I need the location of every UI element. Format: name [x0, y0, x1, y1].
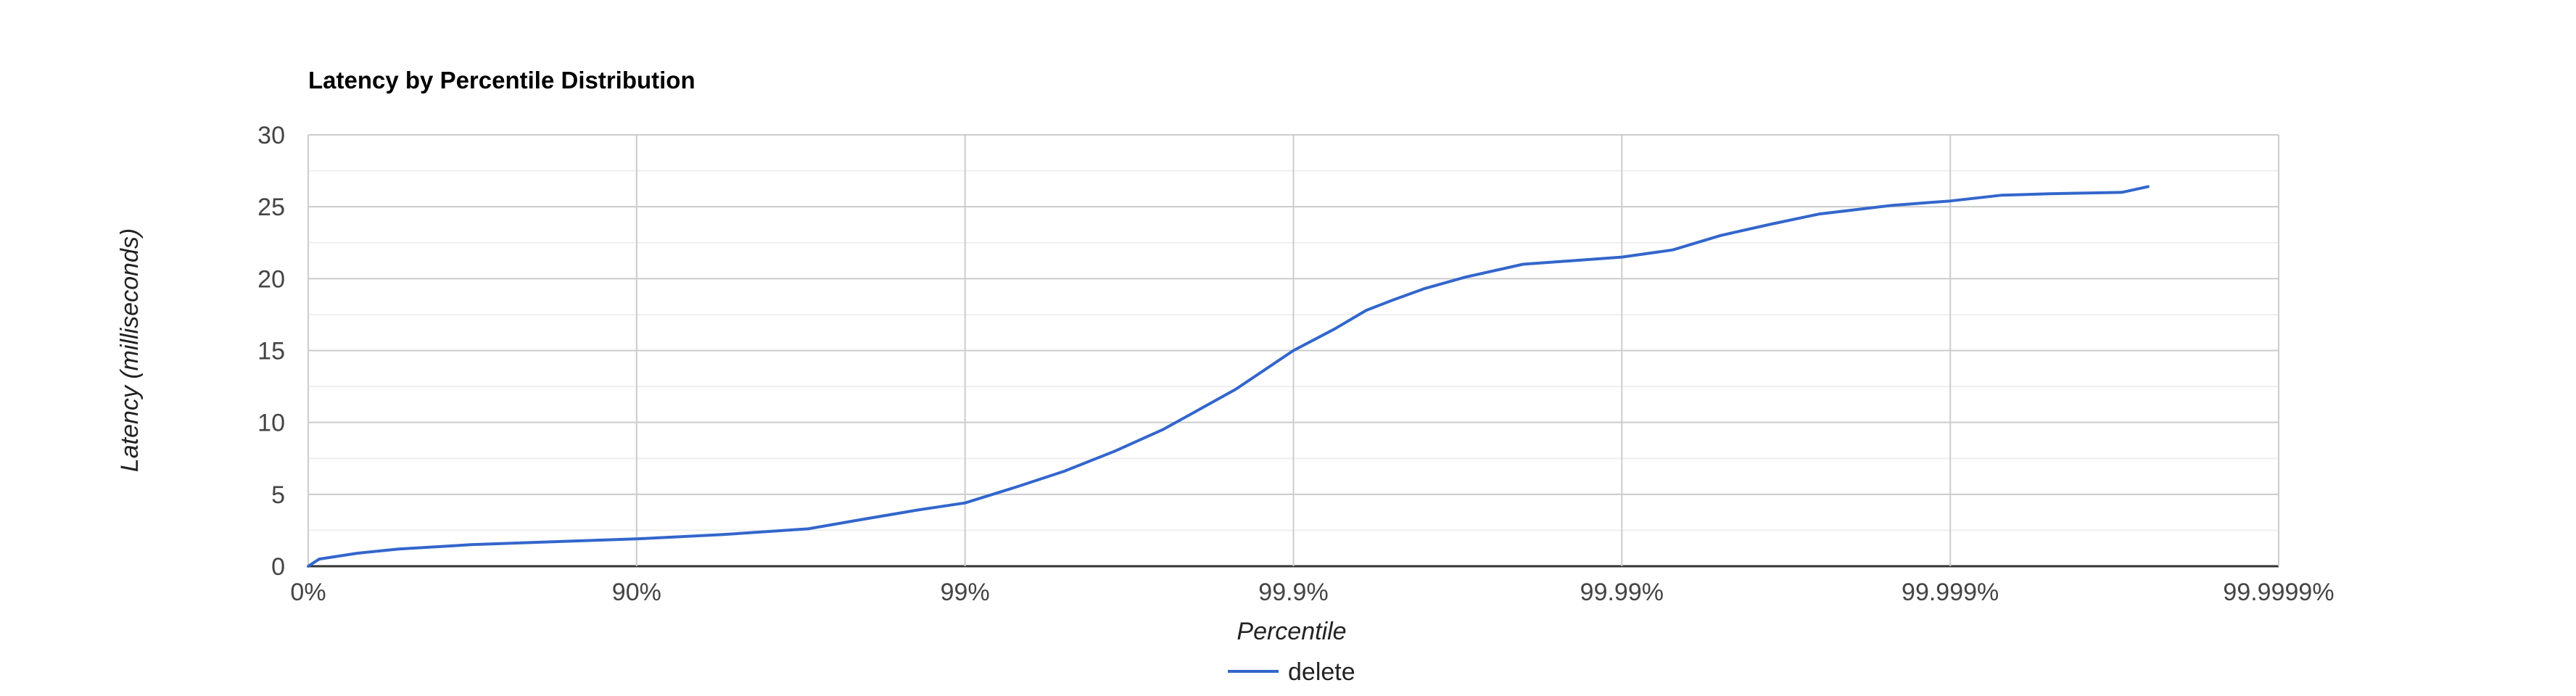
- data-point: [721, 534, 723, 536]
- x-tick-label: 99%: [941, 579, 990, 606]
- data-point: [1949, 200, 1952, 202]
- data-point: [1365, 309, 1367, 311]
- data-point: [807, 528, 809, 530]
- data-point: [318, 558, 321, 560]
- y-tick-label: 25: [257, 194, 285, 221]
- data-point: [1234, 389, 1237, 391]
- data-point: [307, 566, 310, 568]
- x-tick-label: 99.999%: [1902, 579, 1999, 606]
- data-point: [2048, 193, 2050, 195]
- data-point: [1201, 407, 1203, 409]
- data-point: [1391, 299, 1393, 302]
- data-point: [2147, 186, 2149, 188]
- legend[interactable]: delete: [1228, 658, 1355, 686]
- series-group: [307, 185, 2150, 568]
- data-point: [964, 502, 966, 504]
- y-tick-label: 15: [257, 338, 285, 365]
- data-point: [470, 544, 472, 546]
- x-tick-label: 99.99%: [1580, 579, 1664, 606]
- y-axis-title: Latency (milliseconds): [116, 228, 144, 472]
- data-point: [2121, 191, 2123, 194]
- data-point: [2000, 194, 2002, 196]
- data-point: [1162, 428, 1164, 431]
- x-tick-label: 0%: [290, 579, 326, 606]
- data-point: [356, 552, 358, 555]
- y-tick-label: 10: [257, 410, 285, 437]
- data-point: [1770, 223, 1772, 225]
- y-axis-ticks: 0 5 10 15 20 25 30: [257, 122, 285, 581]
- x-tick-label: 99.9%: [1258, 579, 1328, 606]
- data-point: [865, 518, 867, 520]
- chart-title: Latency by Percentile Distribution: [308, 67, 695, 94]
- x-axis-title: Percentile: [1237, 618, 1346, 645]
- data-point: [635, 538, 637, 540]
- data-point: [916, 509, 918, 511]
- data-point: [1464, 276, 1466, 278]
- data-point: [1292, 349, 1295, 352]
- data-point: [1015, 486, 1017, 488]
- data-point: [1720, 234, 1722, 236]
- data-point: [1818, 213, 1820, 215]
- x-axis-ticks: 0% 90% 99% 99.9% 99.99% 99.999% 99.9999%: [290, 579, 2334, 606]
- data-point: [1062, 471, 1065, 473]
- data-point: [1621, 256, 1623, 258]
- x-tick-label: 99.9999%: [2223, 579, 2334, 606]
- legend-label: delete: [1288, 658, 1355, 686]
- y-tick-label: 5: [271, 481, 285, 509]
- x-tick-label: 90%: [612, 579, 661, 606]
- data-point: [1114, 450, 1116, 452]
- series-line-delete[interactable]: [307, 185, 2150, 568]
- y-tick-label: 20: [257, 265, 285, 293]
- data-point: [1891, 204, 1894, 207]
- data-point: [1522, 263, 1524, 265]
- data-point: [1672, 249, 1674, 251]
- data-point: [552, 541, 554, 543]
- data-point: [397, 548, 400, 550]
- gridlines: [307, 134, 2279, 568]
- y-tick-label: 30: [257, 122, 285, 149]
- data-point: [1334, 328, 1336, 330]
- y-tick-label: 0: [271, 553, 285, 581]
- data-point: [1423, 288, 1425, 290]
